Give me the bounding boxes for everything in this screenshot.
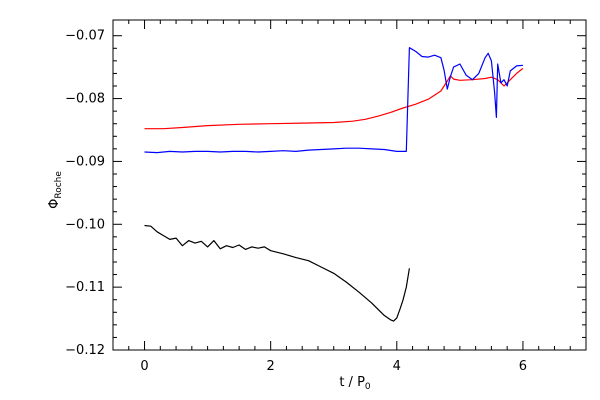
y-tick-label: −0.09 bbox=[65, 154, 105, 169]
x-axis-title: t / P0 bbox=[339, 375, 371, 392]
series-line-blue bbox=[144, 47, 523, 154]
y-tick-label: −0.12 bbox=[65, 343, 105, 358]
x-tick-label: 6 bbox=[519, 359, 527, 374]
y-tick-label: −0.07 bbox=[65, 29, 105, 44]
ticks bbox=[112, 20, 587, 351]
y-tick-label: −0.11 bbox=[65, 280, 105, 295]
y-tick-label: −0.08 bbox=[65, 92, 105, 107]
series-line-red bbox=[144, 67, 524, 130]
plot-frame bbox=[112, 19, 587, 351]
y-tick-label: −0.10 bbox=[65, 217, 105, 232]
y-axis-title-subscript: Roche bbox=[54, 171, 64, 199]
series-lines bbox=[144, 47, 524, 322]
x-tick-label: 0 bbox=[140, 359, 148, 374]
x-tick-label: 4 bbox=[393, 359, 401, 374]
x-tick-label: 2 bbox=[267, 359, 275, 374]
series-line-black bbox=[144, 224, 410, 322]
x-axis-title-subscript: 0 bbox=[365, 382, 371, 392]
tick-labels: 0 2 4 6 −0.12 −0.11 −0.10 −0.09 −0.08 −0.07 bbox=[65, 29, 527, 374]
y-axis-title: ΦRoche bbox=[47, 171, 64, 209]
